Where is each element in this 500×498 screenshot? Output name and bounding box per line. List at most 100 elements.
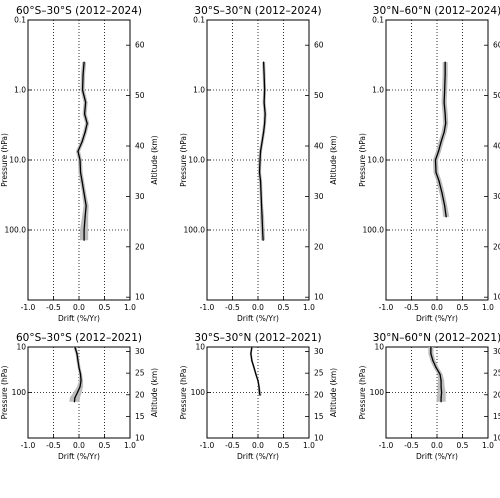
drift-point xyxy=(440,391,443,394)
altitude-tick-label: 30 xyxy=(493,347,500,356)
drift-point xyxy=(263,131,265,133)
pressure-tick-label: 10.0 xyxy=(9,156,26,165)
drift-point xyxy=(83,239,85,241)
drift-point xyxy=(261,216,263,218)
pressure-tick-label: 1.0 xyxy=(14,86,26,95)
drift-point xyxy=(443,101,445,103)
drift-point xyxy=(81,89,84,91)
pressure-axis-label: Pressure (hPa) xyxy=(358,133,367,187)
drift-point xyxy=(73,401,76,403)
drift-point xyxy=(444,73,446,76)
drift-point xyxy=(264,122,266,124)
pressure-tick-label: 0.1 xyxy=(193,16,205,25)
drift-point xyxy=(430,346,432,348)
panel-2: -1.0 -0.5 0.0 0.5 1.0 0.1 1.0 10.0 100.0 10 20 30 40… xyxy=(179,5,338,323)
altitude-tick-label: 50 xyxy=(314,91,324,100)
x-tick-label: -1.0 xyxy=(379,441,394,450)
x-tick-label: -0.5 xyxy=(225,441,240,450)
altitude-tick-label: 10 xyxy=(314,293,324,302)
drift-point xyxy=(77,360,79,362)
x-tick-label: 0.0 xyxy=(73,303,85,312)
x-tick-label: 0.5 xyxy=(457,441,469,450)
drift-point xyxy=(443,131,445,133)
drift-point xyxy=(440,141,442,143)
panel-title: 30°N–60°N (2012–2021) xyxy=(373,332,500,344)
drift-point xyxy=(441,192,443,194)
altitude-tick-label: 50 xyxy=(493,91,500,100)
x-axis-label: Drift (%/Yr) xyxy=(416,452,458,461)
x-tick-label: -1.0 xyxy=(21,441,36,450)
pressure-tick-label: 100 xyxy=(370,388,385,397)
x-tick-label: 0.0 xyxy=(431,303,443,312)
altitude-tick-label: 60 xyxy=(135,41,145,50)
altitude-tick-label: 60 xyxy=(493,41,500,50)
altitude-axis-label: Altitude (km) xyxy=(329,135,338,184)
pressure-axis-label: Pressure (hPa) xyxy=(358,366,367,420)
drift-point xyxy=(83,192,85,194)
drift-point xyxy=(85,205,87,207)
altitude-tick-label: 25 xyxy=(135,369,145,378)
altitude-axis-label: Altitude (km) xyxy=(150,135,159,184)
uncertainty-band xyxy=(432,62,450,217)
x-tick-label: 0.5 xyxy=(278,441,290,450)
altitude-axis-label: Altitude (km) xyxy=(150,368,159,417)
altitude-tick-label: 40 xyxy=(135,142,145,151)
drift-point xyxy=(84,131,86,133)
drift-point xyxy=(258,391,261,394)
panel-1: -1.0 -0.5 0.0 0.5 1.0 0.1 1.0 10.0 100.0 10 20 30 40… xyxy=(0,5,159,323)
drift-point xyxy=(78,366,80,368)
altitude-tick-label: 50 xyxy=(135,91,145,100)
drift-point xyxy=(440,386,442,388)
drift-point xyxy=(260,205,263,207)
x-tick-label: 0.0 xyxy=(431,441,443,450)
x-axis-label: Drift (%/Yr) xyxy=(416,314,458,323)
drift-point xyxy=(258,171,261,173)
altitude-tick-label: 30 xyxy=(135,347,145,356)
pressure-axis-label: Pressure (hPa) xyxy=(179,366,188,420)
drift-point xyxy=(261,141,263,143)
pressure-axis-label: Pressure (hPa) xyxy=(0,366,9,420)
altitude-tick-label: 40 xyxy=(493,142,500,151)
drift-point xyxy=(74,397,76,399)
x-tick-label: -0.5 xyxy=(225,303,240,312)
drift-point xyxy=(79,159,81,161)
drift-point xyxy=(84,216,86,218)
pressure-tick-label: 0.1 xyxy=(372,16,384,25)
panel-title: 30°N–60°N (2012–2024) xyxy=(373,5,500,17)
altitude-tick-label: 25 xyxy=(314,369,324,378)
pressure-axis-label: Pressure (hPa) xyxy=(179,133,188,187)
altitude-axis-label: Altitude (km) xyxy=(329,368,338,417)
drift-point xyxy=(432,360,434,362)
drift-point xyxy=(82,73,84,76)
x-tick-label: 1.0 xyxy=(482,303,494,312)
drift-point xyxy=(264,89,266,91)
panel-title: 30°S–30°N (2012–2024) xyxy=(194,5,321,17)
drift-point xyxy=(440,397,442,399)
x-tick-label: -1.0 xyxy=(200,441,215,450)
drift-point xyxy=(85,101,87,103)
pressure-tick-label: 10.0 xyxy=(188,156,205,165)
x-tick-label: 0.0 xyxy=(252,441,264,450)
drift-point xyxy=(76,391,79,394)
drift-point xyxy=(260,192,262,194)
altitude-tick-label: 15 xyxy=(493,412,500,421)
drift-point xyxy=(76,353,78,355)
altitude-tick-label: 15 xyxy=(135,412,145,421)
drift-point xyxy=(445,216,447,218)
x-axis-label: Drift (%/Yr) xyxy=(58,452,100,461)
drift-point xyxy=(77,150,79,152)
drift-point xyxy=(86,122,88,124)
panel-title: 30°S–30°N (2012–2021) xyxy=(194,332,321,344)
pressure-tick-label: 100 xyxy=(191,388,206,397)
drift-line xyxy=(250,346,261,396)
drift-point xyxy=(434,159,437,161)
drift-point xyxy=(250,353,252,355)
pressure-tick-label: 10 xyxy=(195,343,205,352)
pressure-tick-label: 100.0 xyxy=(184,226,206,235)
altitude-tick-label: 20 xyxy=(493,242,500,251)
drift-point xyxy=(263,73,265,76)
pressure-tick-label: 1.0 xyxy=(193,86,205,95)
panel-3: -1.0 -0.5 0.0 0.5 1.0 0.1 1.0 10.0 100.0 10 20 30 40… xyxy=(358,5,500,323)
drift-point xyxy=(264,113,266,115)
altitude-tick-label: 10 xyxy=(314,434,324,443)
